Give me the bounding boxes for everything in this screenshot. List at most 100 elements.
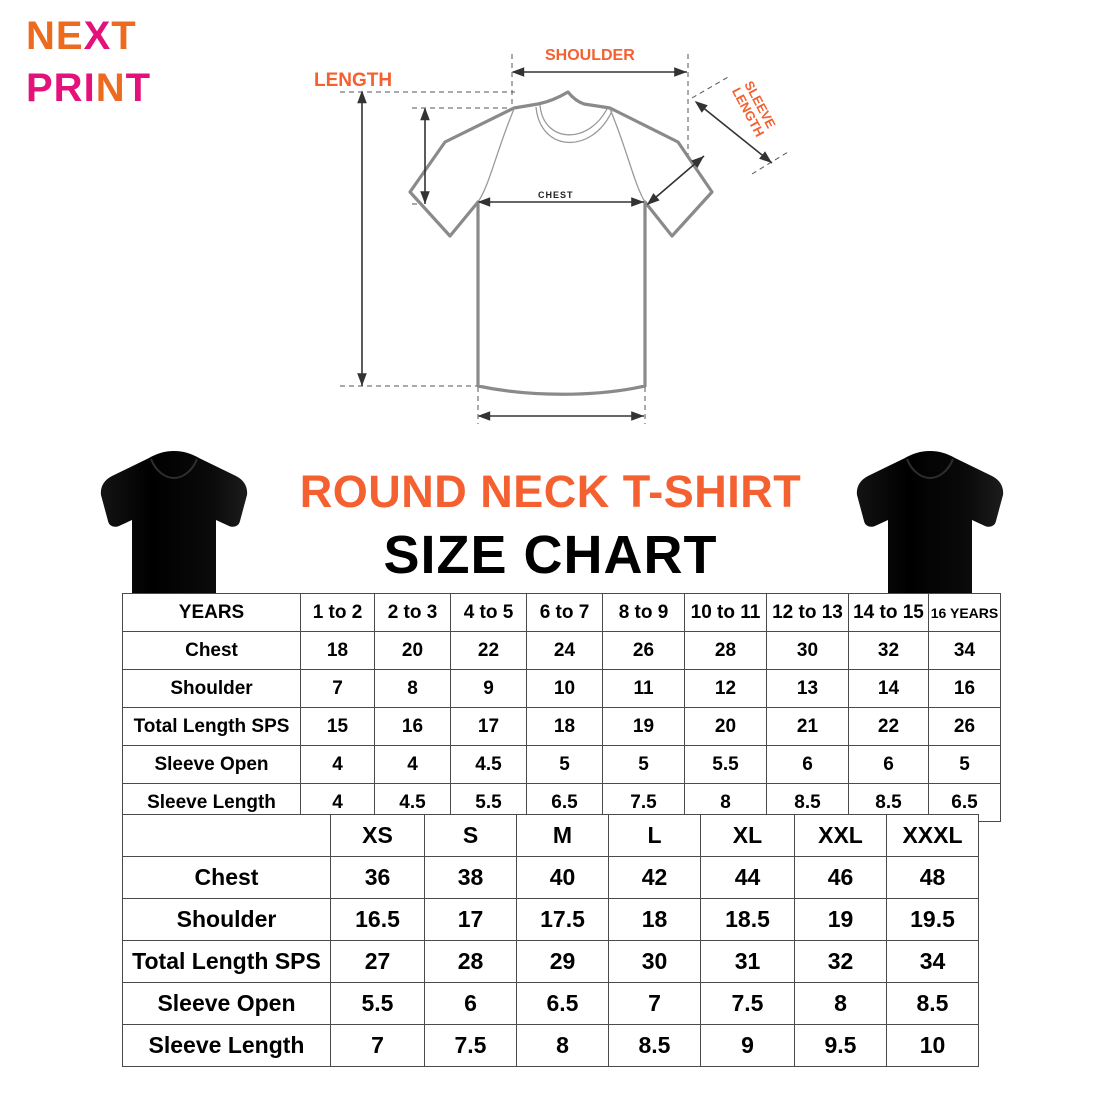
data-cell: 7.5 — [700, 982, 795, 1025]
data-cell: 5 — [526, 745, 603, 784]
data-cell: 10 — [886, 1024, 979, 1067]
data-cell: 21 — [766, 707, 849, 746]
data-cell: 24 — [526, 631, 603, 670]
header-cell: XS — [330, 814, 425, 857]
data-cell: 4.5 — [450, 745, 527, 784]
data-cell: 27 — [330, 940, 425, 983]
table-row: Total Length SPS 27 28 29 30 31 32 34 — [122, 940, 979, 983]
data-cell: 6 — [766, 745, 849, 784]
data-cell: 8.5 — [886, 982, 979, 1025]
data-cell: 7 — [608, 982, 701, 1025]
table-row: Chest 18 20 22 24 26 28 30 32 34 — [122, 631, 1001, 670]
row-label: Total Length SPS — [122, 940, 331, 983]
logo-line-print: PRINT — [26, 66, 152, 110]
table-row-header: YEARS 1 to 2 2 to 3 4 to 5 6 to 7 8 to 9… — [122, 593, 1001, 632]
data-cell: 40 — [516, 856, 609, 899]
data-cell: 16.5 — [330, 898, 425, 941]
data-cell: 10 — [526, 669, 603, 708]
label-sleeve-length: SLEEVE LENGTH — [729, 78, 779, 139]
table-row: Sleeve Open 4 4 4.5 5 5 5.5 6 6 5 — [122, 745, 1001, 784]
row-label: Sleeve Open — [122, 982, 331, 1025]
data-cell: 18.5 — [700, 898, 795, 941]
table-row: Sleeve Open 5.5 6 6.5 7 7.5 8 8.5 — [122, 982, 979, 1025]
size-table-kids: YEARS 1 to 2 2 to 3 4 to 5 6 to 7 8 to 9… — [122, 593, 1001, 822]
data-cell: 22 — [848, 707, 929, 746]
row-label: Chest — [122, 856, 331, 899]
data-cell: 16 — [928, 669, 1001, 708]
data-cell: 36 — [330, 856, 425, 899]
brand-logo: NEXT PRINT — [26, 16, 151, 108]
header-cell: 4 to 5 — [450, 593, 527, 632]
label-shoulder: SHOULDER — [545, 47, 635, 64]
data-cell: 22 — [450, 631, 527, 670]
size-table-adult: XS S M L XL XXL XXXL Chest 36 38 40 42 4… — [122, 814, 979, 1067]
data-cell: 18 — [608, 898, 701, 941]
header-cell: 6 to 7 — [526, 593, 603, 632]
header-cell: XL — [700, 814, 795, 857]
table-row: Chest 36 38 40 42 44 46 48 — [122, 856, 979, 899]
data-cell: 11 — [602, 669, 685, 708]
header-cell: YEARS — [122, 593, 301, 632]
data-cell: 30 — [766, 631, 849, 670]
data-cell: 28 — [684, 631, 767, 670]
table-row: Total Length SPS 15 16 17 18 19 20 21 22… — [122, 707, 1001, 746]
data-cell: 8 — [516, 1024, 609, 1067]
data-cell: 8.5 — [608, 1024, 701, 1067]
data-cell: 4 — [300, 745, 375, 784]
data-cell: 9 — [700, 1024, 795, 1067]
header-cell: XXL — [794, 814, 887, 857]
header-cell: 10 to 11 — [684, 593, 767, 632]
label-length: LENGTH — [314, 70, 392, 91]
data-cell: 48 — [886, 856, 979, 899]
data-cell: 7.5 — [424, 1024, 517, 1067]
tshirt-measurement-diagram: LENGTH SHOULDER CHEST SLEEVE LENGTH — [300, 24, 820, 444]
data-cell: 20 — [374, 631, 451, 670]
data-cell: 4 — [374, 745, 451, 784]
data-cell: 8 — [374, 669, 451, 708]
data-cell: 17 — [450, 707, 527, 746]
logo-line-next: NEXT — [26, 14, 137, 58]
data-cell: 5 — [928, 745, 1001, 784]
data-cell: 18 — [300, 631, 375, 670]
tshirt-photo-right — [848, 445, 1013, 595]
table-row: Shoulder 7 8 9 10 11 12 13 14 16 — [122, 669, 1001, 708]
table-row: Shoulder 16.5 17 17.5 18 18.5 19 19.5 — [122, 898, 979, 941]
data-cell: 16 — [374, 707, 451, 746]
row-label: Shoulder — [122, 669, 301, 708]
data-cell: 14 — [848, 669, 929, 708]
row-label: Sleeve Length — [122, 1024, 331, 1067]
header-cell — [122, 814, 331, 857]
data-cell: 5.5 — [684, 745, 767, 784]
data-cell: 6.5 — [516, 982, 609, 1025]
header-cell: 1 to 2 — [300, 593, 375, 632]
data-cell: 38 — [424, 856, 517, 899]
data-cell: 31 — [700, 940, 795, 983]
data-cell: 32 — [848, 631, 929, 670]
data-cell: 26 — [928, 707, 1001, 746]
data-cell: 12 — [684, 669, 767, 708]
data-cell: 17.5 — [516, 898, 609, 941]
row-label: Shoulder — [122, 898, 331, 941]
header-cell: 14 to 15 — [848, 593, 929, 632]
table-row: Sleeve Length 7 7.5 8 8.5 9 9.5 10 — [122, 1024, 979, 1067]
data-cell: 46 — [794, 856, 887, 899]
tshirt-photo-left — [92, 445, 257, 595]
row-label: Sleeve Open — [122, 745, 301, 784]
data-cell: 7 — [300, 669, 375, 708]
header-cell: 16 YEARS — [928, 593, 1001, 632]
data-cell: 5 — [602, 745, 685, 784]
data-cell: 30 — [608, 940, 701, 983]
data-cell: 9 — [450, 669, 527, 708]
data-cell: 42 — [608, 856, 701, 899]
row-label: Chest — [122, 631, 301, 670]
page-title: ROUND NECK T-SHIRT — [299, 466, 802, 517]
data-cell: 17 — [424, 898, 517, 941]
data-cell: 6 — [848, 745, 929, 784]
header-cell: L — [608, 814, 701, 857]
data-cell: 19 — [794, 898, 887, 941]
data-cell: 19.5 — [886, 898, 979, 941]
data-cell: 13 — [766, 669, 849, 708]
header-cell: M — [516, 814, 609, 857]
data-cell: 34 — [928, 631, 1001, 670]
